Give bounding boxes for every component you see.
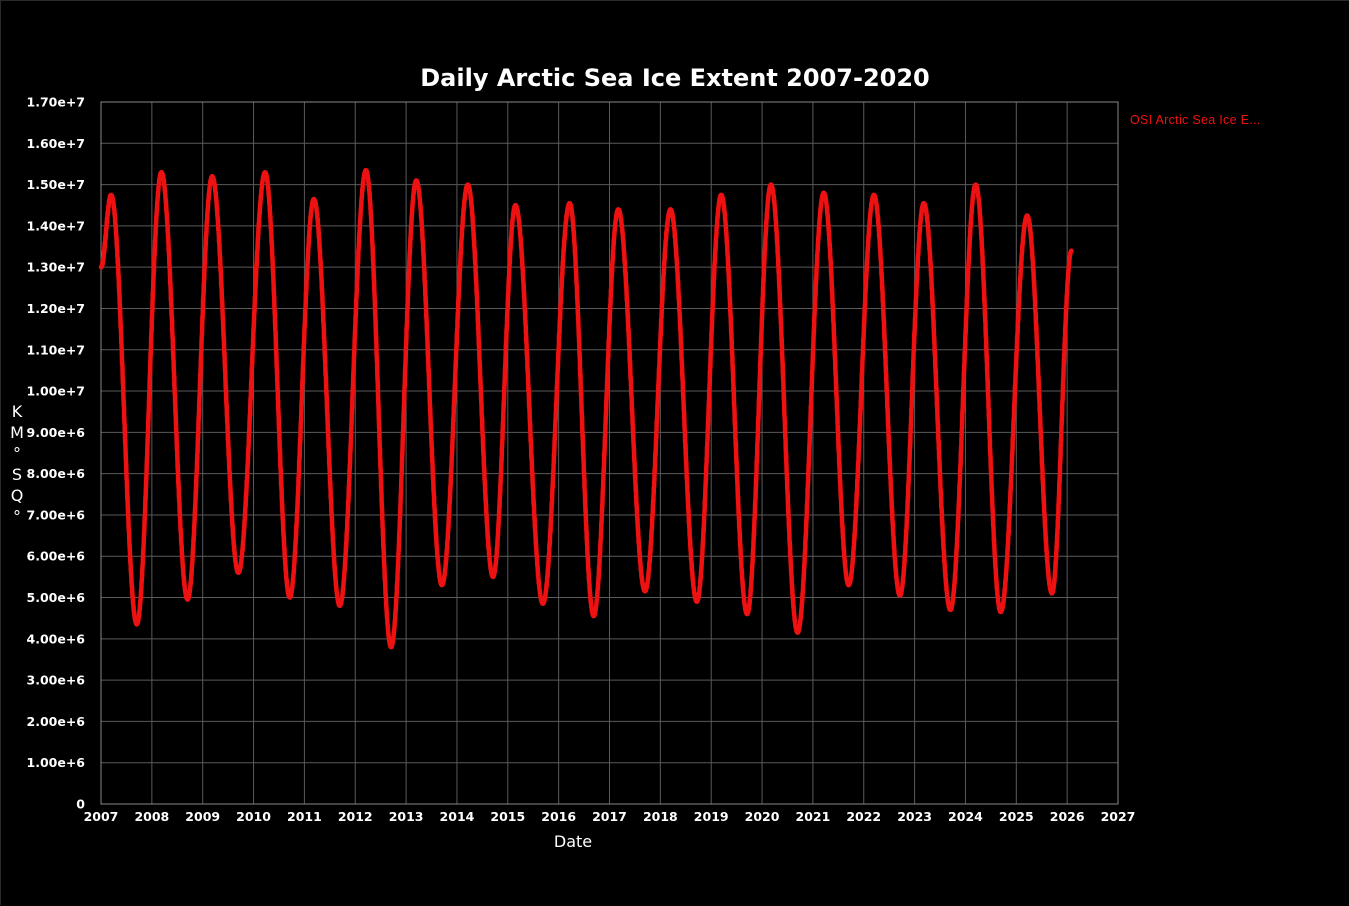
x-tick-label: 2010 bbox=[236, 809, 271, 824]
x-tick-label: 2015 bbox=[490, 809, 525, 824]
x-tick-label: 2021 bbox=[796, 809, 831, 824]
y-tick-label: 8.00e+6 bbox=[27, 466, 86, 481]
y-tick-label: 3.00e+6 bbox=[27, 673, 86, 688]
chart-title: Daily Arctic Sea Ice Extent 2007-2020 bbox=[420, 64, 929, 92]
y-tick-label: 1.10e+7 bbox=[27, 342, 86, 357]
x-tick-label: 2018 bbox=[643, 809, 678, 824]
y-tick-label: 1.20e+7 bbox=[27, 301, 86, 316]
y-tick-label: 1.50e+7 bbox=[27, 177, 86, 192]
x-axis-ticks: 2007 2008 2009 2010 2011 2012 2013 2014 2015 2016… bbox=[84, 809, 1136, 824]
x-tick-label: 2024 bbox=[948, 809, 983, 824]
x-tick-label: 2016 bbox=[541, 809, 576, 824]
legend-entry-osi-arctic-sea-ice[interactable]: OSI Arctic Sea Ice E... bbox=[1130, 113, 1261, 127]
y-tick-label: 4.00e+6 bbox=[27, 631, 86, 646]
y-axis-ticks: 0 1.00e+6 2.00e+6 3.00e+6 4.00e+6 5.00e+6 6.00… bbox=[27, 95, 86, 812]
x-tick-label: 2023 bbox=[897, 809, 932, 824]
x-tick-label: 2012 bbox=[338, 809, 373, 824]
x-tick-label: 2007 bbox=[84, 809, 119, 824]
y-tick-label: 2.00e+6 bbox=[27, 714, 86, 729]
y-tick-label: 1.60e+7 bbox=[27, 136, 86, 151]
y-tick-label: 9.00e+6 bbox=[27, 425, 86, 440]
series-lines bbox=[98, 167, 1074, 650]
x-axis-label: Date bbox=[554, 832, 592, 851]
series-line-osi-arctic-sea-ice bbox=[98, 167, 1074, 650]
grid-lines bbox=[100, 101, 1119, 805]
y-tick-label: 6.00e+6 bbox=[27, 549, 86, 564]
x-tick-label: 2027 bbox=[1101, 809, 1136, 824]
y-axis-label-char: ° bbox=[13, 507, 21, 526]
y-axis-label-char: ° bbox=[13, 444, 21, 463]
x-tick-label: 2014 bbox=[440, 809, 475, 824]
y-axis-label-char: Q bbox=[11, 486, 24, 505]
y-tick-label: 1.30e+7 bbox=[27, 260, 86, 275]
plot-area-border bbox=[100, 101, 1119, 805]
y-axis-label-char: S bbox=[12, 465, 22, 484]
y-tick-label: 1.00e+6 bbox=[27, 755, 86, 770]
x-tick-label: 2022 bbox=[846, 809, 881, 824]
x-tick-label: 2011 bbox=[287, 809, 322, 824]
x-tick-label: 2026 bbox=[1050, 809, 1085, 824]
y-axis-label-char: M bbox=[10, 423, 24, 442]
y-tick-label: 0 bbox=[76, 797, 85, 812]
y-axis-label-char: K bbox=[12, 402, 23, 421]
y-tick-label: 1.00e+7 bbox=[27, 384, 86, 399]
x-tick-label: 2009 bbox=[185, 809, 220, 824]
y-tick-label: 7.00e+6 bbox=[27, 507, 86, 522]
x-tick-label: 2017 bbox=[592, 809, 627, 824]
x-tick-label: 2013 bbox=[389, 809, 424, 824]
x-tick-label: 2020 bbox=[745, 809, 780, 824]
y-axis-label: KM ° SQ ° bbox=[10, 402, 24, 526]
y-tick-label: 5.00e+6 bbox=[27, 590, 86, 605]
y-tick-label: 1.40e+7 bbox=[27, 218, 86, 233]
y-tick-label: 1.70e+7 bbox=[27, 95, 86, 110]
x-tick-label: 2025 bbox=[999, 809, 1034, 824]
x-tick-label: 2008 bbox=[134, 809, 169, 824]
x-tick-label: 2019 bbox=[694, 809, 729, 824]
